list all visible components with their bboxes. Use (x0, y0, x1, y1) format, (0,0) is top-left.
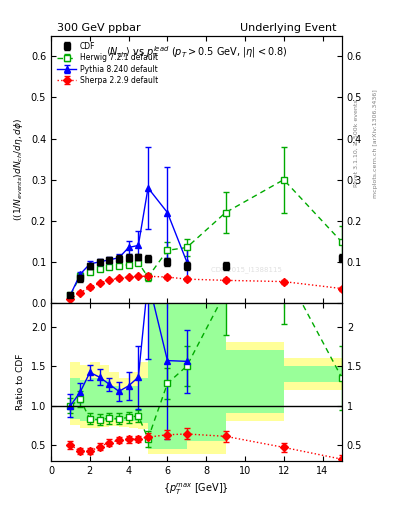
X-axis label: $\{p_T^{max}$ [GeV]$\}$: $\{p_T^{max}$ [GeV]$\}$ (163, 481, 230, 497)
Text: 300 GeV ppbar: 300 GeV ppbar (57, 23, 141, 33)
Text: Underlying Event: Underlying Event (240, 23, 336, 33)
Y-axis label: Ratio to CDF: Ratio to CDF (16, 354, 25, 410)
Text: mcplots.cern.ch [arXiv:1306.3436]: mcplots.cern.ch [arXiv:1306.3436] (373, 89, 378, 198)
Legend: CDF, Herwig 7.2.1 default, Pythia 8.240 default, Sherpa 2.2.9 default: CDF, Herwig 7.2.1 default, Pythia 8.240 … (55, 39, 161, 87)
Text: Rivet 3.1.10, ≥ 500k events: Rivet 3.1.10, ≥ 500k events (354, 99, 359, 187)
Y-axis label: $((1/N_{events}) dN_{ch}/d\eta, d\phi)$: $((1/N_{events}) dN_{ch}/d\eta, d\phi)$ (12, 118, 25, 221)
Text: $\langle N_{ch}\rangle$ vs $p_T^{lead}$ ($p_T > 0.5$ GeV, $|\eta| < 0.8$): $\langle N_{ch}\rangle$ vs $p_T^{lead}$ … (106, 44, 287, 60)
Text: CDF 2015_I1388115: CDF 2015_I1388115 (211, 266, 282, 273)
